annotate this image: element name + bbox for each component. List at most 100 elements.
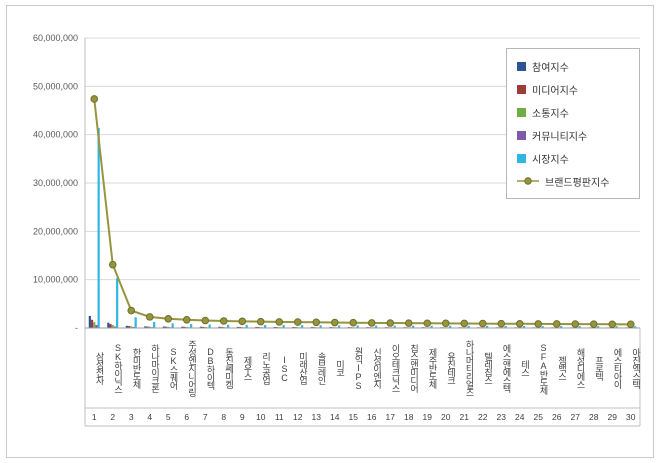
bar-market-index [615, 326, 618, 328]
category-number: 20 [441, 412, 451, 422]
bar-participation-index [181, 326, 184, 328]
category-label: SFA반도체 [538, 342, 549, 394]
legend-label-media-index: 미디어지수 [532, 85, 578, 97]
category-number: 21 [460, 412, 470, 422]
category-number: 6 [184, 412, 189, 422]
bar-market-index [412, 325, 415, 328]
bar-participation-index [88, 315, 91, 328]
category-number: 18 [404, 412, 414, 422]
bar-market-index [430, 325, 433, 328]
bar-community-index [95, 325, 98, 328]
legend-label-participation-index: 참여지수 [532, 62, 569, 74]
line-marker-brand-reputation-index [423, 319, 432, 328]
category-number: 9 [240, 412, 245, 422]
bar-media-index [220, 326, 223, 328]
legend-item-media-index: 미디어지수 [517, 83, 629, 97]
line-marker-brand-reputation-index [182, 316, 191, 324]
category-label: DB하이텍 [205, 347, 216, 389]
bar-market-index [375, 325, 378, 328]
bar-participation-index [107, 322, 110, 328]
category-number: 5 [166, 412, 171, 422]
category-number: 29 [608, 412, 618, 422]
line-marker-brand-reputation-index [219, 317, 228, 325]
bar-market-index [578, 326, 581, 328]
line-marker-brand-reputation-index [201, 316, 210, 325]
line-marker-brand-reputation-index [275, 318, 284, 326]
category-number: 12 [293, 412, 303, 422]
bar-market-index [282, 325, 285, 328]
bar-participation-index [199, 326, 202, 328]
category-number: 2 [110, 412, 115, 422]
legend-label-brand-reputation-index: 브랜드평판지수 [545, 177, 610, 189]
y-axis-tick-label: - [75, 323, 78, 333]
bar-participation-index [273, 326, 276, 328]
line-marker-brand-reputation-index [441, 319, 450, 328]
category-label: 제우스 [242, 356, 253, 380]
category-label: 칩스앤미디어 [409, 344, 419, 392]
bar-market-index [338, 325, 341, 328]
category-number: 13 [312, 412, 322, 422]
category-label: 유진테크 [446, 352, 456, 384]
bar-media-index [127, 326, 131, 328]
bar-media-index [164, 326, 168, 328]
category-number: 28 [589, 412, 599, 422]
bar-market-index [301, 325, 304, 328]
category-label: 아진엑스텍 [631, 348, 641, 388]
category-number: 24 [515, 412, 525, 422]
category-label: 하나머티리얼즈 [464, 340, 475, 396]
y-axis-tick-label: 40,000,000 [33, 130, 78, 140]
bar-media-index [183, 326, 186, 328]
line-marker-brand-reputation-index [108, 260, 117, 269]
category-label: 프로텍 [594, 356, 604, 380]
bar-market-index [264, 325, 267, 328]
bar-market-index [227, 324, 230, 328]
bar-market-index [319, 325, 322, 328]
category-label: 테스 [520, 360, 530, 376]
line-marker-brand-reputation-index [164, 315, 173, 323]
line-marker-brand-reputation-index [90, 95, 99, 103]
legend-label-market-index: 시장지수 [532, 154, 569, 166]
bar-market-index [523, 325, 526, 328]
bar-market-index [208, 324, 211, 328]
legend-swatch-participation-index [517, 61, 526, 71]
bar-market-index [190, 324, 193, 328]
line-marker-brand-reputation-index [608, 320, 617, 329]
line-marker-brand-reputation-index [349, 318, 358, 327]
line-marker-brand-reputation-index [460, 319, 469, 328]
line-marker-brand-reputation-index [515, 320, 524, 328]
category-label: ISC [279, 354, 290, 382]
bar-community-index [113, 326, 117, 328]
line-marker-brand-reputation-index [589, 320, 598, 328]
legend-item-brand-reputation-index: 브랜드평판지수 [517, 175, 629, 189]
legend-item-communication-index: 소통지수 [517, 106, 629, 120]
category-number: 10 [256, 412, 266, 422]
legend-item-participation-index: 참여지수 [517, 60, 629, 74]
category-label: 한미반도체 [131, 348, 142, 388]
legend-label-communication-index: 소통지수 [532, 108, 569, 120]
line-marker-brand-reputation-index [497, 319, 506, 328]
legend-item-community-index: 커뮤니티지수 [517, 129, 629, 143]
category-number: 7 [203, 412, 208, 422]
legend-label-community-index: 커뮤니티지수 [532, 131, 588, 143]
category-label: 삼성전자 [94, 352, 105, 384]
bar-communication-index [148, 326, 151, 328]
category-label: 신성이엔지 [372, 348, 382, 388]
bar-participation-index [218, 326, 221, 328]
bar-communication-index [167, 326, 170, 328]
bar-media-index [109, 324, 112, 328]
line-marker-brand-reputation-index [367, 319, 376, 327]
category-number: 11 [275, 412, 284, 422]
category-number: 3 [129, 412, 134, 422]
y-axis-tick-label: 60,000,000 [33, 33, 78, 43]
category-number: 27 [571, 412, 581, 422]
bar-market-index [467, 325, 470, 328]
line-marker-brand-reputation-index [312, 318, 321, 327]
legend-swatch-market-index [517, 153, 526, 163]
bar-market-index [153, 321, 156, 328]
category-number: 16 [367, 412, 377, 422]
line-marker-brand-reputation-index [256, 317, 265, 326]
category-number: 17 [386, 412, 396, 422]
bar-communication-index [93, 322, 96, 328]
category-label: 주성엔지니어링 [187, 340, 197, 396]
